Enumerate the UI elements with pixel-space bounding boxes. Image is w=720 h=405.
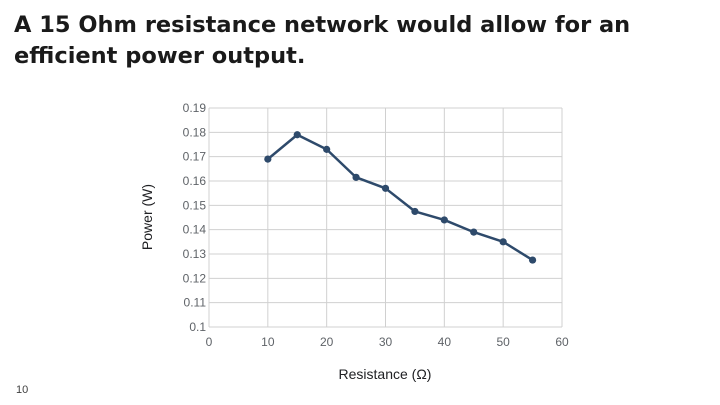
y-tick-label: 0.12 (183, 271, 207, 285)
y-tick-label: 0.15 (183, 198, 207, 212)
chart-ticks: 0 10 20 30 40 50 60 0.1 0.11 0.12 0.13 0.14 0.15 0.16… (183, 101, 569, 349)
x-tick-label: 20 (320, 335, 334, 349)
series-line (267, 133, 534, 262)
data-point (293, 131, 301, 139)
data-point (440, 216, 448, 224)
y-tick-label: 0.1 (189, 320, 206, 334)
data-point (411, 207, 419, 216)
chart-grid (208, 107, 563, 328)
x-tick-label: 0 (206, 335, 213, 349)
y-tick-label: 0.13 (183, 247, 207, 261)
y-axis-label: Power (W) (139, 184, 155, 250)
data-point (264, 155, 272, 163)
y-tick-label: 0.16 (183, 174, 207, 188)
data-point (470, 228, 478, 236)
data-point (352, 173, 360, 181)
slide-title: A 15 Ohm resistance network would allow … (14, 12, 631, 69)
x-tick-label: 60 (555, 335, 569, 349)
data-point (499, 238, 507, 246)
x-tick-label: 10 (261, 335, 275, 349)
x-tick-label: 30 (379, 335, 393, 349)
x-tick-label: 40 (438, 335, 452, 349)
y-tick-label: 0.17 (183, 150, 207, 164)
y-tick-label: 0.14 (183, 223, 207, 237)
y-tick-label: 0.19 (183, 101, 207, 115)
x-axis-label: Resistance (Ω) (339, 366, 432, 382)
y-tick-label: 0.18 (183, 125, 207, 139)
slide-number: 10 (16, 384, 29, 396)
data-point (528, 256, 537, 264)
data-point (381, 184, 390, 192)
chart-series (264, 131, 537, 264)
y-tick-label: 0.11 (184, 296, 207, 310)
data-point (323, 145, 331, 153)
x-tick-label: 50 (496, 335, 510, 349)
